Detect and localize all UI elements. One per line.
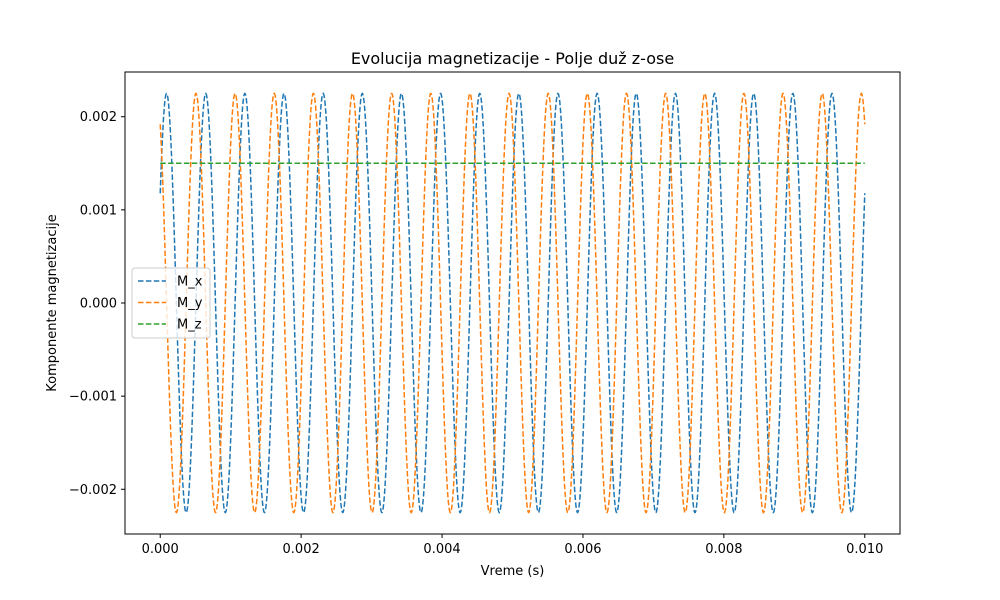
series-layer (159, 92, 866, 514)
y-axis-label: Komponente magnetizacije (45, 214, 60, 391)
x-tick-label: 0.000 (142, 542, 179, 557)
legend-label: M_x (177, 275, 203, 290)
x-tick-label: 0.002 (283, 542, 320, 557)
x-tick-label: 0.004 (423, 542, 460, 557)
x-tick-label: 0.006 (564, 542, 601, 557)
series-line-m-y (159, 92, 866, 514)
legend: M_x M_y M_z (131, 267, 211, 339)
chart-title: Evolucija magnetizacije - Polje duž z-os… (351, 49, 674, 68)
legend-box (131, 267, 211, 339)
y-axis: −0.002 −0.001 0.000 0.001 0.002 (69, 110, 125, 498)
y-tick-label: −0.002 (69, 483, 117, 498)
y-tick-label: −0.001 (69, 390, 117, 405)
legend-label: M_z (177, 318, 202, 333)
y-tick-label: 0.000 (80, 297, 117, 312)
x-axis: 0.000 0.002 0.004 0.006 0.008 0.010 (142, 534, 883, 557)
x-axis-label: Vreme (s) (481, 564, 545, 579)
plot-area (125, 72, 900, 534)
series-line-m-x (159, 92, 866, 514)
y-tick-label: 0.002 (80, 110, 117, 125)
legend-label: M_y (177, 296, 203, 311)
x-tick-label: 0.010 (846, 542, 883, 557)
y-tick-label: 0.001 (80, 203, 117, 218)
x-tick-label: 0.008 (705, 542, 742, 557)
